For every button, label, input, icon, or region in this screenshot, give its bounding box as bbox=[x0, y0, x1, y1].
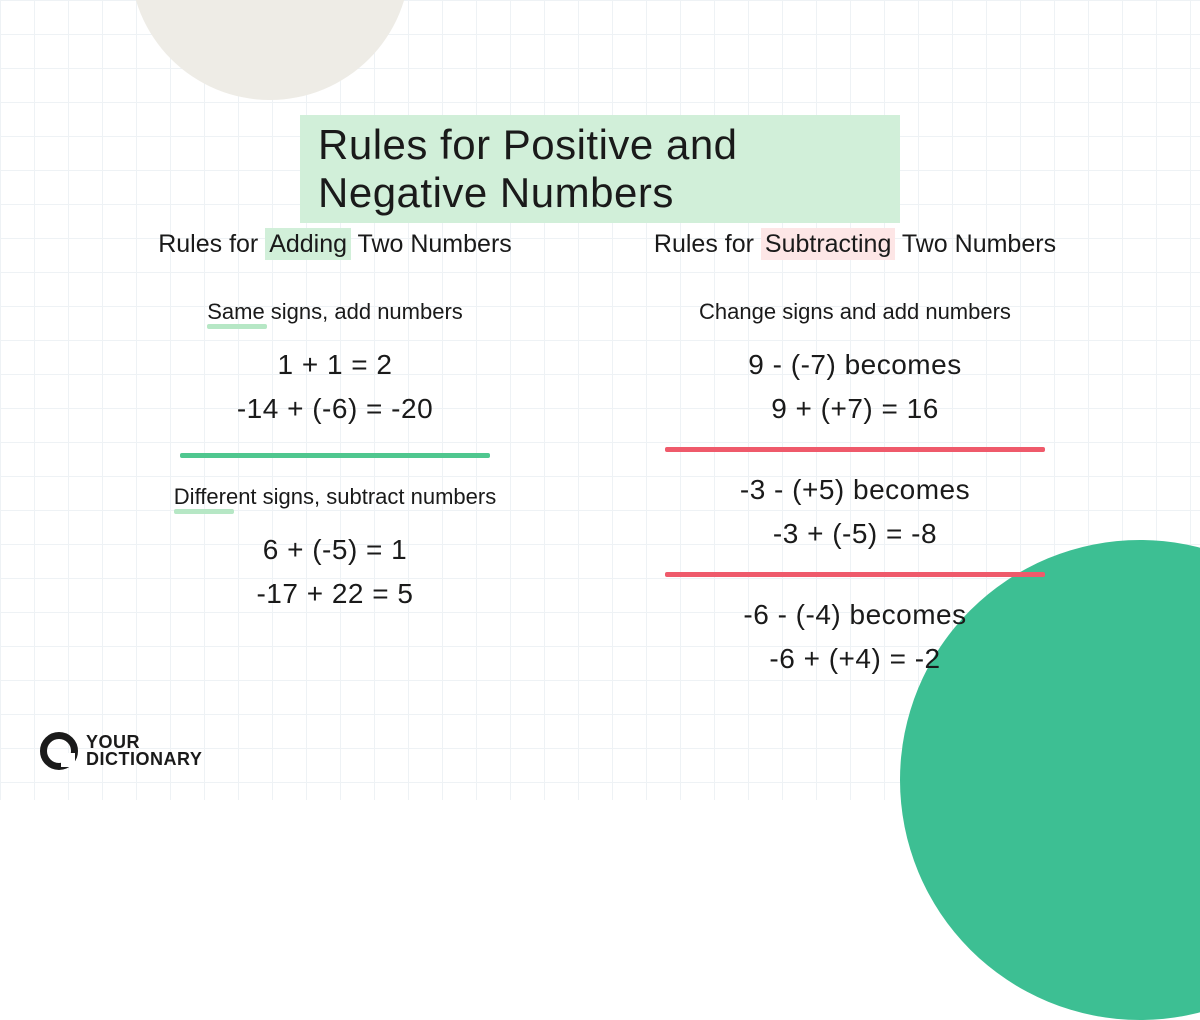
same-signs-example-1: 1 + 1 = 2 bbox=[277, 349, 392, 381]
adding-keyword: Adding bbox=[265, 228, 351, 260]
subtracting-keyword: Subtracting bbox=[761, 228, 895, 260]
main-title: Rules for Positive and Negative Numbers bbox=[300, 115, 900, 223]
subtracting-column: Rules for Subtracting Two Numbers Change… bbox=[605, 230, 1105, 681]
brand-logo: YOUR DICTIONARY bbox=[40, 732, 202, 770]
subtracting-heading-post: Two Numbers bbox=[895, 230, 1056, 258]
subtract-example-2a: -3 - (+5) becomes bbox=[740, 474, 970, 506]
subtract-example-3b: -6 + (+4) = -2 bbox=[769, 643, 940, 675]
different-signs-label: Different signs, subtract numbers bbox=[174, 484, 496, 510]
subtracting-heading-pre: Rules for bbox=[654, 230, 761, 258]
change-signs-label: Change signs and add numbers bbox=[699, 299, 1011, 325]
subtract-example-3a: -6 - (-4) becomes bbox=[743, 599, 966, 631]
pink-divider-2 bbox=[665, 572, 1045, 577]
adding-heading: Rules for Adding Two Numbers bbox=[158, 230, 512, 259]
subtracting-heading: Rules for Subtracting Two Numbers bbox=[654, 230, 1056, 259]
adding-heading-pre: Rules for bbox=[158, 230, 265, 258]
green-divider bbox=[180, 453, 490, 458]
adding-heading-post: Two Numbers bbox=[351, 230, 512, 258]
infographic-content: Rules for Positive and Negative Numbers … bbox=[0, 0, 1200, 800]
pink-divider-1 bbox=[665, 447, 1045, 452]
same-signs-example-2: -14 + (-6) = -20 bbox=[237, 393, 433, 425]
subtract-example-2b: -3 + (-5) = -8 bbox=[773, 518, 937, 550]
logo-text: YOUR DICTIONARY bbox=[86, 734, 202, 768]
subtract-example-1b: 9 + (+7) = 16 bbox=[771, 393, 939, 425]
logo-icon bbox=[40, 732, 78, 770]
subtract-example-1a: 9 - (-7) becomes bbox=[748, 349, 961, 381]
adding-column: Rules for Adding Two Numbers Same signs,… bbox=[105, 230, 565, 616]
different-signs-example-1: 6 + (-5) = 1 bbox=[263, 534, 408, 566]
logo-line-2: DICTIONARY bbox=[86, 751, 202, 768]
same-signs-label: Same signs, add numbers bbox=[207, 299, 463, 325]
different-signs-example-2: -17 + 22 = 5 bbox=[256, 578, 413, 610]
